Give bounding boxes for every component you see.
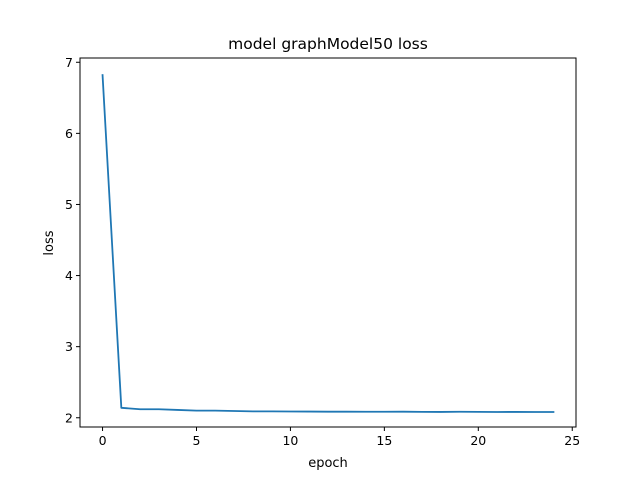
y-tick-label: 6 <box>65 126 73 141</box>
x-tick-label: 5 <box>193 433 201 448</box>
x-tick-label: 0 <box>99 433 107 448</box>
y-tick-label: 5 <box>65 197 73 212</box>
y-tick-label: 4 <box>65 268 73 283</box>
y-tick-label: 7 <box>65 55 73 70</box>
x-axis-label: epoch <box>308 456 348 471</box>
y-axis-ticks: 2 3 4 5 6 7 <box>65 55 80 425</box>
x-tick-label: 25 <box>564 433 580 448</box>
chart-title: model graphModel50 loss <box>228 35 428 53</box>
x-tick-label: 20 <box>470 433 486 448</box>
y-tick-label: 3 <box>65 339 73 354</box>
y-tick-label: 2 <box>65 410 73 425</box>
y-axis-label: loss <box>42 230 57 255</box>
x-tick-label: 15 <box>376 433 392 448</box>
series-layer <box>101 74 555 413</box>
x-tick-label: 10 <box>282 433 298 448</box>
plot-frame <box>79 57 577 428</box>
x-axis-ticks: 0 5 10 15 20 25 <box>99 427 580 448</box>
loss-series-line <box>101 74 555 413</box>
